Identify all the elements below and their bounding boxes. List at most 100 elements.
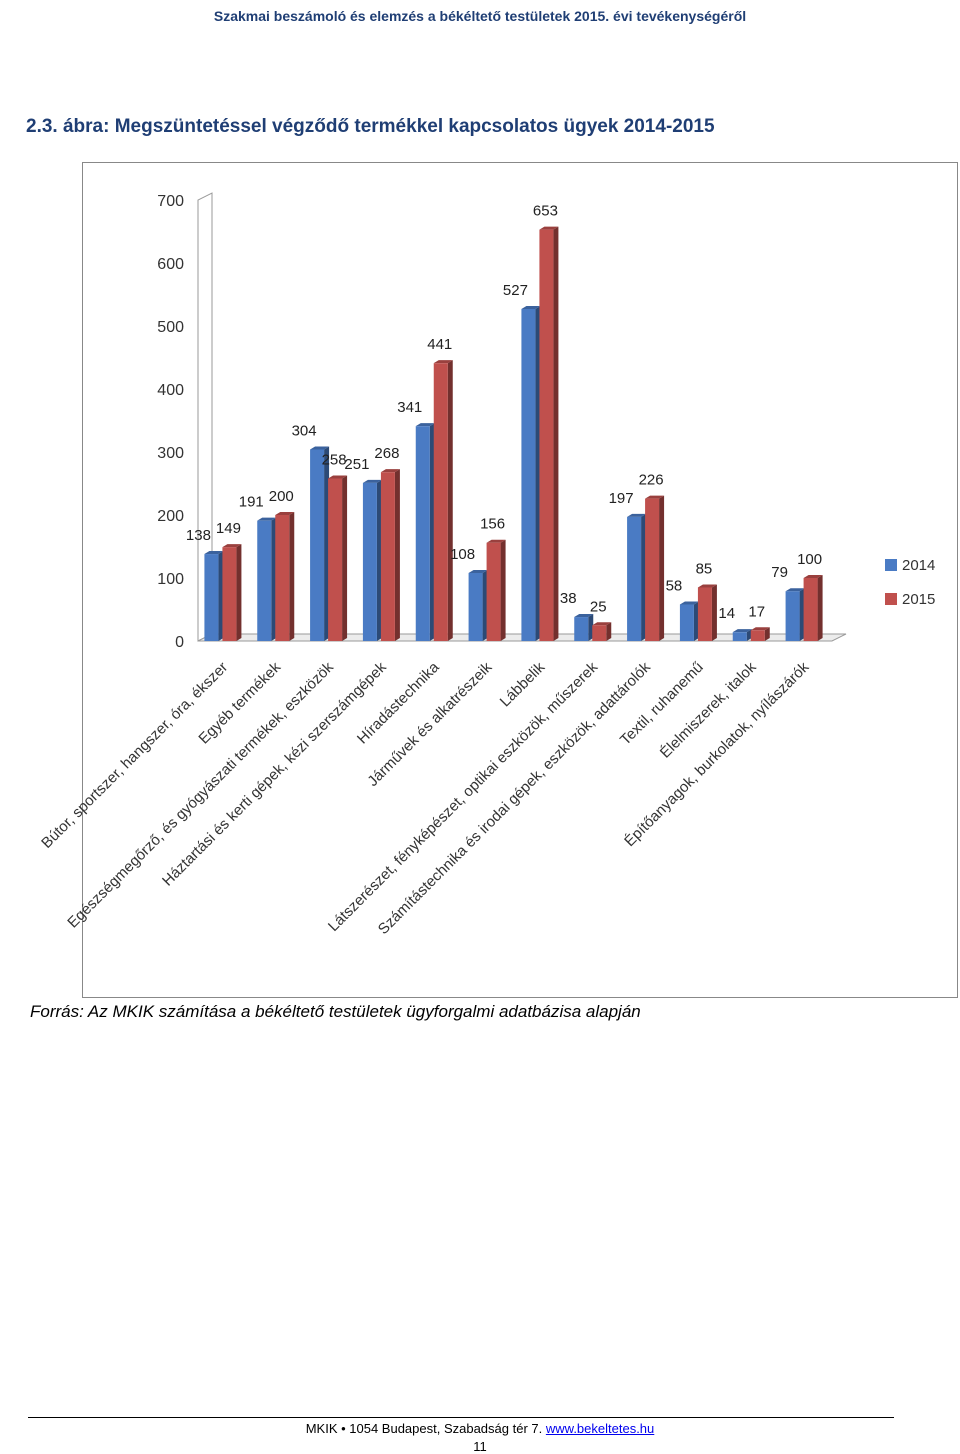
bar-top-2014 <box>521 305 541 309</box>
bar-side-2014 <box>535 305 541 641</box>
y-tick-label: 700 <box>157 193 184 210</box>
bar-top-2015 <box>539 226 559 230</box>
bar-side-2014 <box>218 551 224 641</box>
data-label: 156 <box>480 516 505 533</box>
data-label: 653 <box>533 203 558 220</box>
bar-side-2015 <box>764 627 770 641</box>
y-tick-label: 200 <box>157 508 184 525</box>
bar-2014 <box>204 554 219 641</box>
bar-side-2014 <box>641 513 647 641</box>
source-note: Forrás: Az MKIK számítása a békéltető te… <box>30 1002 641 1021</box>
bar-top-2014 <box>627 513 647 517</box>
bar-2014 <box>415 426 430 641</box>
bar-side-2015 <box>659 495 665 641</box>
bar-side-2014 <box>376 479 382 641</box>
bar-2015 <box>275 515 290 641</box>
bar-2015 <box>592 625 607 641</box>
data-label: 226 <box>639 472 664 489</box>
data-label: 79 <box>771 564 788 581</box>
bar-2014 <box>574 617 589 641</box>
bar-2014 <box>257 520 272 641</box>
bar-side-2015 <box>711 584 717 641</box>
page-number: 11 <box>473 1439 487 1454</box>
bar-2014 <box>679 604 694 641</box>
data-label: 527 <box>503 282 528 299</box>
bar-2015 <box>645 498 660 641</box>
bar-2014 <box>468 572 483 641</box>
footer-address: MKIK • 1054 Budapest, Szabadság tér 7. <box>305 1421 543 1436</box>
bar-2015 <box>750 630 765 641</box>
page-footer: MKIK • 1054 Budapest, Szabadság tér 7. w… <box>0 1421 960 1436</box>
bar-2015 <box>222 547 237 641</box>
bar-top-2015 <box>486 539 506 543</box>
bar-2014 <box>310 449 325 641</box>
chart-frame <box>82 162 958 998</box>
data-label: 304 <box>292 422 317 439</box>
bar-side-2015 <box>817 575 823 641</box>
bar-top-2014 <box>785 588 805 592</box>
footer-link[interactable]: www.bekeltetes.hu <box>545 1421 655 1436</box>
data-label: 108 <box>450 546 475 563</box>
bar-side-2015 <box>394 469 400 641</box>
bar-top-2015 <box>380 469 400 473</box>
data-label: 441 <box>427 336 452 353</box>
bar-2015 <box>697 587 712 641</box>
data-label: 17 <box>748 603 765 620</box>
y-tick-label: 500 <box>157 319 184 336</box>
x-category-label: Építőanyagok, burkolatok, nyílászárók <box>621 658 813 850</box>
bar-2014 <box>732 632 747 641</box>
bar-side-2014 <box>482 569 488 641</box>
bar-top-2015 <box>328 475 348 479</box>
bar-top-2014 <box>468 569 488 573</box>
bar-top-2015 <box>645 495 665 499</box>
bar-top-2014 <box>257 517 277 521</box>
data-label: 14 <box>718 605 735 622</box>
bar-side-2015 <box>236 544 242 641</box>
bar-top-2015 <box>697 584 717 588</box>
bar-2014 <box>362 482 377 641</box>
y-tick-label: 400 <box>157 382 184 399</box>
figure-caption: 2.3. ábra: Megszüntetéssel végződő termé… <box>26 116 715 137</box>
bar-2015 <box>328 478 343 641</box>
data-label: 138 <box>186 527 211 544</box>
legend-label: 2014 <box>902 557 935 574</box>
legend-swatch-2014 <box>885 559 897 571</box>
bar-side-2015 <box>606 622 612 641</box>
bar-top-2015 <box>433 360 453 364</box>
footer-divider <box>28 1417 894 1418</box>
bar-side-2014 <box>746 629 752 641</box>
bar-top-2015 <box>750 627 770 631</box>
bar-side-2015 <box>447 360 453 641</box>
page-header: Szakmai beszámoló és elemzés a békéltető… <box>213 8 747 24</box>
x-category-label: Bútor, sportszer, hangszer, óra, ékszer <box>38 659 231 852</box>
legend-swatch-2015 <box>885 593 897 605</box>
bar-top-2014 <box>574 614 594 618</box>
bar-side-2015 <box>553 226 559 642</box>
bar-top-2014 <box>310 446 330 450</box>
data-label: 25 <box>590 598 607 615</box>
bar-side-2014 <box>429 423 435 641</box>
data-label: 251 <box>344 456 369 473</box>
y-tick-label: 0 <box>175 634 184 651</box>
data-label: 100 <box>797 551 822 568</box>
data-label: 197 <box>609 490 634 507</box>
bar-2015 <box>486 542 501 641</box>
bar-2015 <box>380 472 395 641</box>
y-tick-label: 600 <box>157 256 184 273</box>
bar-side-2014 <box>271 517 277 641</box>
data-label: 149 <box>216 520 241 537</box>
x-category-label: Lábbelik <box>497 658 549 710</box>
y-tick-label: 300 <box>157 445 184 462</box>
data-label: 38 <box>560 590 577 607</box>
data-label: 258 <box>322 451 347 468</box>
bar-side-2015 <box>500 539 506 641</box>
data-label: 268 <box>374 445 399 462</box>
bar-2015 <box>433 363 448 641</box>
data-label: 58 <box>666 577 683 594</box>
legend-label: 2015 <box>902 591 935 608</box>
bar-side-2014 <box>693 601 699 641</box>
bar-top-2015 <box>803 575 823 578</box>
bar-side-2014 <box>324 446 330 641</box>
bar-top-2015 <box>592 622 612 626</box>
data-label: 341 <box>397 399 422 416</box>
